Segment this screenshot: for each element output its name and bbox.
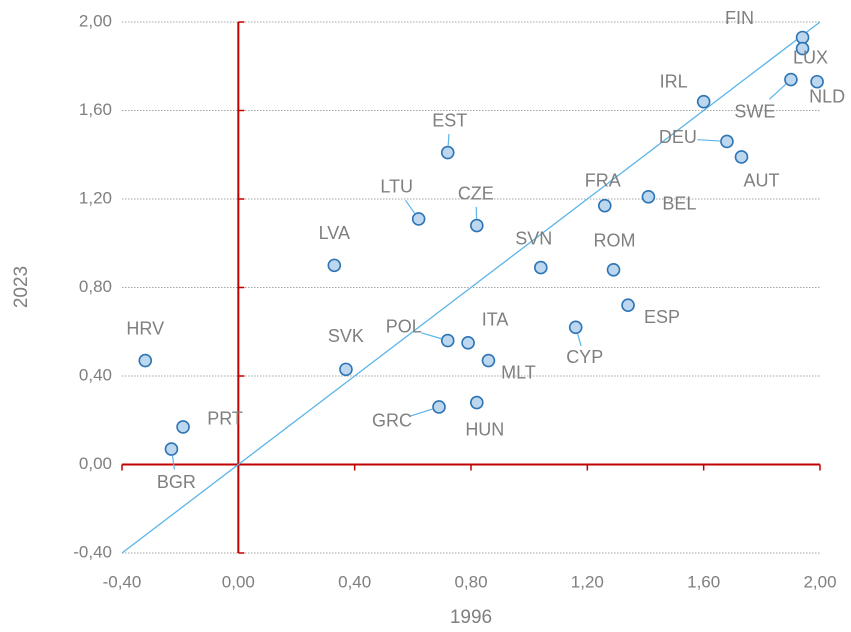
x-tick-label: 0,40 bbox=[338, 572, 371, 591]
y-axis-label: 2023 bbox=[11, 266, 32, 308]
point bbox=[641, 189, 656, 204]
x-tick-label: 0,80 bbox=[454, 572, 487, 591]
point-label: EST bbox=[432, 110, 467, 130]
point bbox=[621, 298, 635, 313]
point-label: PRT bbox=[207, 409, 243, 429]
point bbox=[164, 442, 179, 456]
x-tick-label: 1,60 bbox=[687, 572, 720, 591]
point-label: HUN bbox=[465, 419, 504, 439]
point bbox=[606, 262, 621, 277]
leader-line bbox=[697, 139, 720, 142]
y-tick-label: 2,00 bbox=[79, 11, 112, 30]
leader-line bbox=[768, 83, 787, 100]
leader-line bbox=[421, 332, 442, 340]
point-label: LUX bbox=[793, 47, 828, 67]
y-tick-label: -0,40 bbox=[73, 542, 112, 561]
x-tick-label: 2,00 bbox=[803, 572, 836, 591]
y-tick-label: 0,00 bbox=[79, 454, 112, 473]
point-label: LVA bbox=[319, 223, 350, 243]
diagonal-line bbox=[121, 21, 821, 554]
point-label: CYP bbox=[566, 347, 603, 367]
point-label: SVK bbox=[328, 326, 364, 346]
point bbox=[720, 134, 734, 149]
leader-line bbox=[410, 408, 433, 417]
point-label: ESP bbox=[644, 307, 680, 327]
point-label: FRA bbox=[585, 170, 621, 190]
point bbox=[597, 198, 612, 213]
y-tick-label: 1,60 bbox=[79, 100, 112, 119]
point bbox=[176, 420, 190, 434]
y-tick-label: 0,40 bbox=[79, 365, 112, 384]
point bbox=[784, 72, 798, 87]
point bbox=[481, 353, 496, 368]
leader-line bbox=[447, 133, 450, 146]
point bbox=[440, 333, 455, 348]
point-label: ROM bbox=[594, 231, 636, 251]
point-label: ITA bbox=[482, 310, 509, 330]
point bbox=[795, 30, 810, 45]
point-label: SVN bbox=[515, 228, 552, 248]
point bbox=[461, 336, 475, 350]
x-tick-label: -0,40 bbox=[103, 572, 142, 591]
point-label: HRV bbox=[126, 318, 164, 338]
point-label: CZE bbox=[458, 183, 494, 203]
point bbox=[795, 41, 810, 56]
point-label: AUT bbox=[743, 171, 779, 191]
point bbox=[138, 353, 153, 368]
point bbox=[432, 400, 446, 414]
leader-line bbox=[404, 199, 416, 214]
point bbox=[470, 218, 484, 233]
leader-line bbox=[577, 333, 582, 347]
point-label: IRL bbox=[660, 71, 688, 91]
point bbox=[470, 395, 484, 410]
point bbox=[411, 212, 426, 226]
point bbox=[734, 150, 749, 164]
point-label: DEU bbox=[659, 127, 697, 147]
point-label: GRC bbox=[372, 411, 412, 431]
x-tick-label: 0,00 bbox=[222, 572, 255, 591]
point bbox=[440, 145, 455, 160]
leader-line bbox=[171, 455, 176, 470]
point bbox=[696, 94, 711, 109]
point-label: SWE bbox=[734, 101, 775, 121]
point bbox=[339, 362, 353, 377]
point bbox=[327, 258, 342, 273]
point-label: FIN bbox=[725, 8, 754, 28]
x-axis-label: 1996 bbox=[450, 607, 492, 628]
point-label: NLD bbox=[809, 86, 845, 106]
point-label: BGR bbox=[157, 472, 196, 492]
point-label: POL bbox=[386, 316, 422, 336]
point bbox=[810, 74, 824, 89]
point bbox=[533, 260, 548, 275]
y-tick-label: 0,80 bbox=[79, 277, 112, 296]
y-tick-label: 1,20 bbox=[79, 188, 112, 207]
point-label: BEL bbox=[662, 194, 696, 214]
x-tick-label: 1,20 bbox=[571, 572, 604, 591]
point bbox=[568, 320, 583, 335]
point-label: MLT bbox=[501, 362, 536, 382]
point-label: LTU bbox=[380, 177, 413, 197]
